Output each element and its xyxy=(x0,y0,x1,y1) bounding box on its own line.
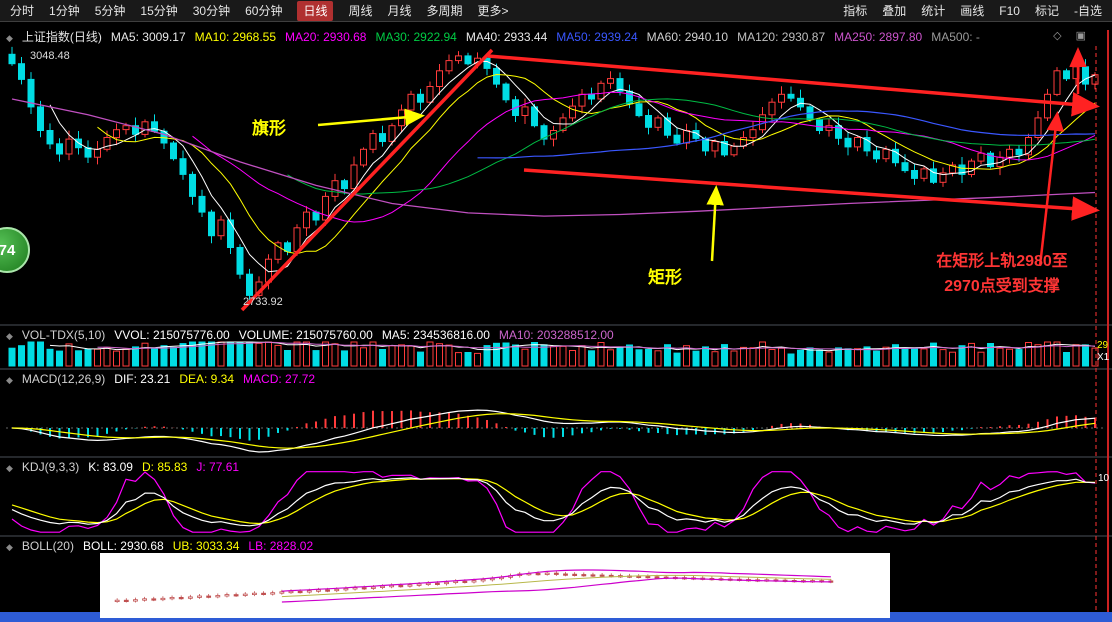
kdj-value-2: D: 85.83 xyxy=(141,460,188,474)
volume-header: ◆ VOL-TDX(5,10) VVOL: 215075776.00 VOLUME: … xyxy=(6,328,632,342)
collapse-icon[interactable]: ◆ xyxy=(6,331,13,341)
panel-separators xyxy=(0,324,1112,537)
ma-value-0: MA5: 3009.17 xyxy=(110,30,186,44)
boll-header: ◆ BOLL(20) BOLL: 2930.68 UB: 3033.34 LB: 282… xyxy=(6,539,331,553)
tool-menu-item-6[interactable]: -自选 xyxy=(1074,3,1102,18)
collapse-icon[interactable]: ◆ xyxy=(6,463,13,473)
ma-value-5: MA50: 2939.24 xyxy=(556,30,638,44)
kdj-value-3: J: 77.61 xyxy=(196,460,240,474)
macd-value-2: DEA: 9.34 xyxy=(179,372,235,386)
vol-value-2: VOLUME: 215075760.00 xyxy=(238,328,373,342)
kdj-axis-label: 10 xyxy=(1098,473,1110,484)
period-tab-10[interactable]: 更多> xyxy=(477,3,509,18)
main-candlesticks xyxy=(8,46,1099,305)
macd-header: ◆ MACD(12,26,9) DIF: 23.21 DEA: 9.34 MACD: 2… xyxy=(6,372,333,386)
support-annotation-line2: 2970点受到支撑 xyxy=(944,278,1060,295)
period-tab-6[interactable]: 日线 xyxy=(297,0,334,21)
period-tab-0[interactable]: 分时 xyxy=(10,3,35,18)
boll-value-1: BOLL: 2930.68 xyxy=(82,539,164,553)
layout-grid-icon[interactable]: ▣ xyxy=(1075,30,1086,42)
ma-values: MA5: 3009.17 MA10: 2968.55 MA20: 2930.68 MA… xyxy=(111,30,989,44)
vol-value-4: MA10: 203288512.00 xyxy=(498,328,614,342)
vol-value-0: VOL-TDX(5,10) xyxy=(21,328,106,342)
period-tab-9[interactable]: 多周期 xyxy=(426,3,463,18)
vol-value-1: VVOL: 215075776.00 xyxy=(114,328,230,342)
volume-axis-label: 29 xyxy=(1097,340,1109,351)
tool-menu-item-4[interactable]: F10 xyxy=(999,3,1020,18)
favorite-diamond-icon[interactable]: ◇ xyxy=(1053,30,1062,42)
collapse-icon[interactable]: ◆ xyxy=(6,542,13,552)
main-moving-averages xyxy=(11,60,1096,273)
main-chart-header: ◆ 上证指数(日线) MA5: 3009.17 MA10: 2968.55 MA20: … xyxy=(6,28,998,45)
period-tab-2[interactable]: 5分钟 xyxy=(94,3,126,18)
period-tab-8[interactable]: 月线 xyxy=(387,3,412,18)
support-annotation: 在矩形上轨2980至 2970点受到支撑 xyxy=(898,249,1106,299)
instrument-title: 上证指数(日线) xyxy=(21,30,102,44)
period-tab-3[interactable]: 15分钟 xyxy=(140,3,178,18)
tool-menu-item-3[interactable]: 画线 xyxy=(960,3,985,18)
tool-menu-item-2[interactable]: 统计 xyxy=(921,3,946,18)
tool-menu-item-5[interactable]: 标记 xyxy=(1034,3,1059,18)
ma-value-1: MA10: 2968.55 xyxy=(194,30,277,44)
tool-menu-item-1[interactable]: 叠加 xyxy=(882,3,907,18)
boll-value-0: BOLL(20) xyxy=(21,539,74,553)
chart-header-icons: ◇ ▣ xyxy=(1053,29,1086,42)
macd-value-0: MACD(12,26,9) xyxy=(21,372,106,386)
high-price-label: 3048.48 xyxy=(30,50,70,62)
period-tab-1[interactable]: 1分钟 xyxy=(49,3,80,18)
ma-value-3: MA30: 2922.94 xyxy=(375,30,457,44)
boll-inset-chart xyxy=(100,553,890,618)
support-annotation-line1: 在矩形上轨2980至 xyxy=(936,253,1068,270)
kdj-value-0: KDJ(9,3,3) xyxy=(21,460,80,474)
ma-value-2: MA20: 2930.68 xyxy=(285,30,367,44)
volume-ma-lines xyxy=(49,341,1096,352)
boll-value-3: LB: 2828.02 xyxy=(248,539,314,553)
ma-value-8: MA250: 2897.80 xyxy=(834,30,923,44)
tool-menu-item-0[interactable]: 指标 xyxy=(843,3,868,18)
volume-bars xyxy=(8,341,1099,367)
vol-value-3: MA5: 234536816.00 xyxy=(381,328,490,342)
collapse-icon[interactable]: ◆ xyxy=(6,33,13,43)
ma-value-7: MA120: 2930.87 xyxy=(737,30,826,44)
ma-value-4: MA40: 2933.44 xyxy=(465,30,548,44)
trendline-annotations xyxy=(240,47,1100,312)
volume-scale-label: X1 xyxy=(1097,352,1110,363)
period-tab-4[interactable]: 30分钟 xyxy=(192,3,231,18)
collapse-icon[interactable]: ◆ xyxy=(6,375,13,385)
period-toolbar: 分时 1分钟 5分钟 15分钟 30分钟 60分钟 日线 周线 月线 多周期 更多> 指标 叠加 统计画… xyxy=(0,0,1112,22)
kdj-value-1: K: 83.09 xyxy=(88,460,133,474)
tool-menu: 指标 叠加 统计 画线 F10 标记 -自选 xyxy=(843,1,1102,21)
period-tabs: 分时 1分钟 5分钟 15分钟 30分钟 60分钟 日线 周线 月线 多周期 更多> xyxy=(10,0,509,21)
boll-value-2: UB: 3033.34 xyxy=(172,539,240,553)
macd-indicator xyxy=(6,409,1104,453)
crosshair xyxy=(1095,30,1109,612)
kdj-header: ◆ KDJ(9,3,3) K: 83.09 D: 85.83 J: 77.61 xyxy=(6,460,257,474)
low-price-label: 2733.92 xyxy=(243,296,283,308)
flag-pattern-annotation: 旗形 xyxy=(252,119,286,138)
rectangle-pattern-annotation: 矩形 xyxy=(648,268,682,287)
ma-value-6: MA60: 2940.10 xyxy=(646,30,729,44)
ma-value-9: MA500: - xyxy=(931,30,980,44)
period-tab-5[interactable]: 60分钟 xyxy=(245,3,283,18)
macd-value-3: MACD: 27.72 xyxy=(243,372,316,386)
kdj-indicator xyxy=(11,471,1096,533)
period-tab-7[interactable]: 周线 xyxy=(348,3,373,18)
macd-value-1: DIF: 23.21 xyxy=(114,372,171,386)
